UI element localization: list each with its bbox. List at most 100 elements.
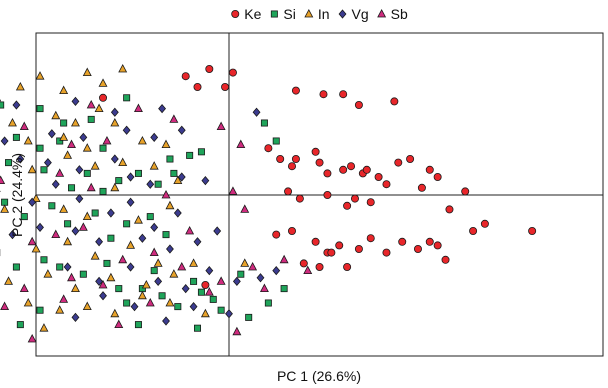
point-si-42	[115, 285, 123, 293]
point-vg-17	[126, 172, 135, 182]
point-in-42	[43, 269, 53, 278]
point-sb-28	[177, 261, 187, 271]
point-vg-2	[110, 107, 119, 117]
point-sb-23	[149, 247, 159, 257]
point-ke-5	[221, 83, 230, 92]
point-si-55	[280, 285, 288, 293]
point-sb-31	[259, 283, 269, 293]
point-vg-6	[0, 136, 9, 146]
point-sb-15	[161, 189, 171, 199]
legend-label-sb: Sb	[391, 6, 408, 22]
point-si-47	[174, 303, 182, 311]
point-sb-26	[98, 279, 108, 289]
point-in-14	[110, 117, 120, 127]
point-vg-34	[95, 237, 104, 247]
point-si-54	[264, 299, 272, 307]
point-ke-10	[390, 97, 399, 106]
point-sb-2	[27, 333, 37, 343]
point-in-57	[240, 258, 250, 267]
point-si-15	[260, 119, 268, 127]
point-ke-54	[315, 262, 324, 271]
point-ke-46	[366, 234, 375, 243]
point-sb-8	[19, 121, 29, 131]
point-in-38	[90, 251, 100, 260]
point-in-17	[59, 132, 69, 141]
point-vg-35	[138, 233, 147, 243]
point-vg-46	[256, 273, 265, 283]
point-ke-6	[291, 86, 300, 95]
point-in-48	[23, 297, 33, 307]
point-sb-21	[78, 222, 88, 231]
point-si-9	[56, 137, 64, 145]
point-sb-6	[236, 139, 246, 149]
point-si-58	[134, 321, 142, 329]
point-si-50	[209, 295, 217, 303]
point-vg-14	[43, 157, 52, 168]
point-si-22	[115, 177, 123, 185]
point-vg-10	[150, 132, 159, 143]
point-sb-13	[55, 168, 65, 177]
point-in-41	[4, 276, 14, 285]
point-si-39	[56, 263, 64, 271]
point-vg-52	[189, 301, 198, 312]
point-si-13	[197, 148, 205, 156]
point-sb-5	[216, 121, 226, 131]
point-vg-53	[225, 309, 233, 319]
point-vg-44	[205, 265, 214, 276]
point-vg-1	[71, 96, 80, 107]
point-si-5	[123, 94, 131, 102]
point-sb-36	[114, 319, 124, 329]
point-vg-31	[8, 229, 17, 240]
point-in-33	[110, 182, 120, 192]
point-ke-9	[354, 101, 363, 110]
point-in-13	[94, 103, 104, 112]
point-vg-38	[213, 226, 222, 236]
point-in-34	[133, 215, 143, 224]
point-vg-47	[272, 265, 281, 276]
point-ke-32	[343, 201, 352, 210]
point-si-7	[12, 133, 20, 141]
point-vg-19	[177, 172, 186, 182]
point-in-7	[82, 67, 92, 76]
point-in-16	[23, 135, 33, 145]
point-ke-34	[366, 198, 375, 207]
point-si-31	[91, 209, 99, 217]
point-ke-11	[264, 144, 273, 153]
point-si-56	[16, 321, 24, 329]
point-in-24	[90, 161, 100, 170]
point-si-12	[186, 151, 194, 159]
point-ke-13	[287, 162, 296, 171]
point-si-2	[36, 105, 44, 113]
point-sb-3	[86, 99, 96, 109]
point-in-36	[31, 243, 41, 253]
point-ke-53	[299, 259, 308, 268]
point-in-5	[35, 71, 45, 80]
point-in-52	[137, 290, 147, 300]
point-ke-49	[413, 244, 422, 253]
point-in-25	[118, 157, 128, 167]
point-ke-47	[382, 248, 391, 257]
point-ke-37	[480, 219, 489, 228]
point-in-32	[82, 211, 92, 221]
point-ke-39	[528, 226, 537, 235]
point-si-11	[166, 155, 174, 163]
point-si-34	[146, 213, 154, 221]
legend-marker-si	[270, 10, 278, 18]
point-in-3	[0, 98, 2, 102]
point-in-11	[51, 110, 61, 120]
point-ke-18	[339, 165, 348, 174]
point-si-43	[123, 299, 131, 307]
point-sb-37	[232, 326, 242, 336]
point-si-14	[272, 137, 280, 145]
point-sb-24	[19, 283, 29, 293]
point-si-37	[12, 263, 20, 271]
point-in-19	[137, 135, 147, 145]
point-si-29	[48, 202, 56, 210]
legend-label-in: In	[318, 6, 330, 22]
point-sb-22	[118, 254, 128, 264]
point-vg-39	[63, 262, 72, 272]
point-sb-14	[86, 182, 96, 192]
point-si-10	[99, 144, 107, 152]
point-sb-12	[0, 175, 6, 185]
point-ke-8	[339, 90, 348, 99]
